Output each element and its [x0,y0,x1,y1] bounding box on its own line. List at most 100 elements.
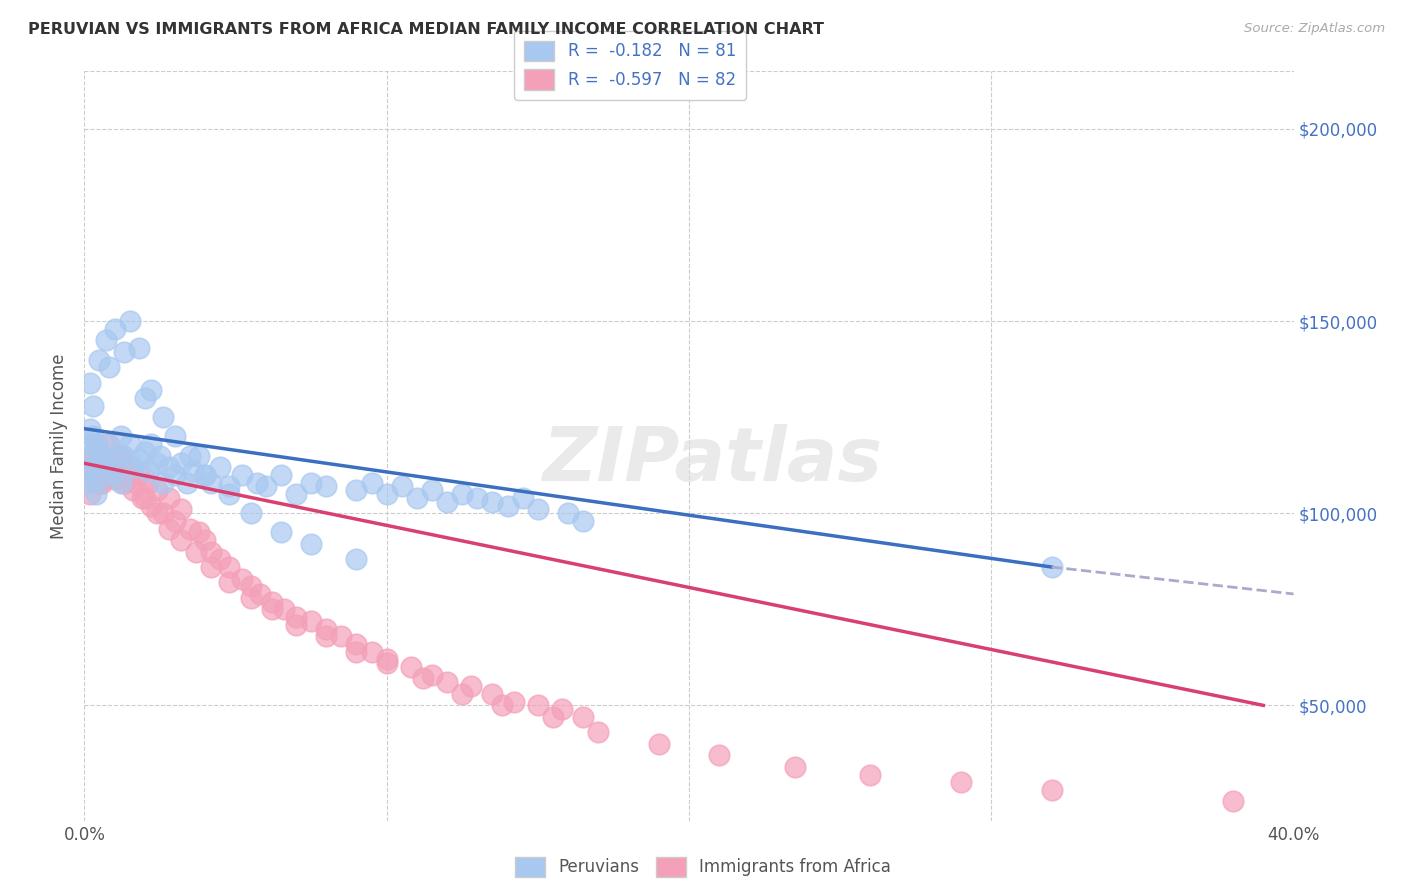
Point [346,637,368,651]
Point [125,475,148,490]
Point [285,610,308,624]
Point [165,467,187,482]
Point [97,437,120,451]
Point [82,460,104,475]
Point [346,644,368,658]
Point [420,483,443,498]
Point [79,449,101,463]
Point [149,449,172,463]
Point [134,444,156,458]
Point [1040,560,1063,574]
Point [170,533,193,548]
Point [89,472,111,486]
Point [239,579,262,593]
Text: PERUVIAN VS IMMIGRANTS FROM AFRICA MEDIAN FAMILY INCOME CORRELATION CHART: PERUVIAN VS IMMIGRANTS FROM AFRICA MEDIA… [28,22,824,37]
Point [115,467,138,482]
Point [451,487,474,501]
Point [104,322,127,336]
Point [285,487,308,501]
Point [467,491,489,505]
Point [76,437,98,451]
Point [82,399,104,413]
Point [91,475,114,490]
Point [179,522,201,536]
Point [170,456,193,470]
Point [134,491,156,505]
Point [375,487,398,501]
Point [260,602,283,616]
Point [128,467,150,482]
Point [107,449,129,463]
Point [89,352,111,367]
Point [218,560,240,574]
Point [79,487,101,501]
Point [179,449,201,463]
Point [527,502,550,516]
Point [346,552,368,566]
Point [97,460,120,475]
Point [239,506,262,520]
Point [91,452,114,467]
Point [588,725,610,739]
Point [299,614,322,628]
Point [950,775,973,789]
Point [82,467,104,482]
Point [375,652,398,666]
Point [165,514,187,528]
Point [460,679,482,693]
Point [112,449,135,463]
Point [218,487,240,501]
Point [346,483,368,498]
Point [139,384,162,398]
Point [165,429,187,443]
Point [239,591,262,605]
Point [118,460,141,475]
Point [209,460,232,475]
Point [188,525,211,540]
Point [112,475,135,490]
Point [94,437,117,451]
Point [270,467,292,482]
Point [557,506,579,520]
Point [391,479,413,493]
Point [100,456,122,470]
Point [118,437,141,451]
Point [527,698,550,713]
Point [152,475,174,490]
Point [541,710,564,724]
Point [481,687,503,701]
Point [79,422,101,436]
Point [194,533,217,548]
Point [218,575,240,590]
Point [186,544,208,558]
Point [94,334,117,348]
Point [551,702,574,716]
Point [100,467,122,482]
Point [502,694,524,708]
Point [285,617,308,632]
Point [152,506,174,520]
Point [246,475,269,490]
Point [76,460,98,475]
Point [360,475,382,490]
Point [118,314,141,328]
Point [157,522,180,536]
Point [709,748,731,763]
Point [170,502,193,516]
Point [176,475,198,490]
Point [152,410,174,425]
Point [79,376,101,390]
Point [451,687,474,701]
Point [399,660,422,674]
Point [131,491,153,505]
Point [496,499,519,513]
Point [134,391,156,405]
Text: ZIPatlas: ZIPatlas [543,425,883,498]
Point [121,483,143,498]
Point [181,464,204,478]
Point [104,449,127,463]
Legend: Peruvians, Immigrants from Africa: Peruvians, Immigrants from Africa [508,850,898,884]
Point [194,467,217,482]
Point [231,572,253,586]
Point [1222,794,1244,808]
